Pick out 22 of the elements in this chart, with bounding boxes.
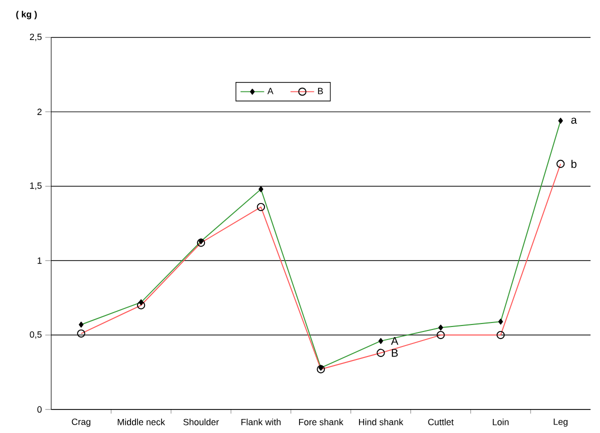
x-tick-label: Loin	[492, 418, 509, 426]
legend-label: B	[318, 88, 323, 94]
legend-label: A	[267, 88, 274, 94]
x-tick-label: Middle neck	[118, 418, 166, 426]
y-tick-label: 1,5	[30, 182, 42, 190]
annotation: a	[571, 118, 577, 124]
y-tick-label: 0	[37, 406, 42, 413]
annotation: b	[571, 160, 576, 168]
y-tick-label: 2,5	[30, 34, 42, 42]
x-tick-label: Fore shank	[299, 418, 344, 426]
y-axis-title: ( kg )	[16, 10, 37, 20]
x-tick-label: Cuttlet	[428, 418, 454, 426]
y-tick-label: 0,5	[30, 331, 42, 339]
x-tick-label: Leg	[554, 418, 568, 427]
x-tick-label: Flank with	[241, 418, 281, 426]
annotation: B	[392, 349, 398, 357]
x-tick-label: Crag	[72, 418, 90, 427]
y-tick-label: 2	[37, 108, 42, 115]
annotation: A	[391, 337, 398, 345]
x-tick-label: Hind shank	[359, 418, 404, 426]
y-tick-label: 1	[38, 258, 42, 264]
x-tick-label: Shoulder	[183, 418, 219, 426]
